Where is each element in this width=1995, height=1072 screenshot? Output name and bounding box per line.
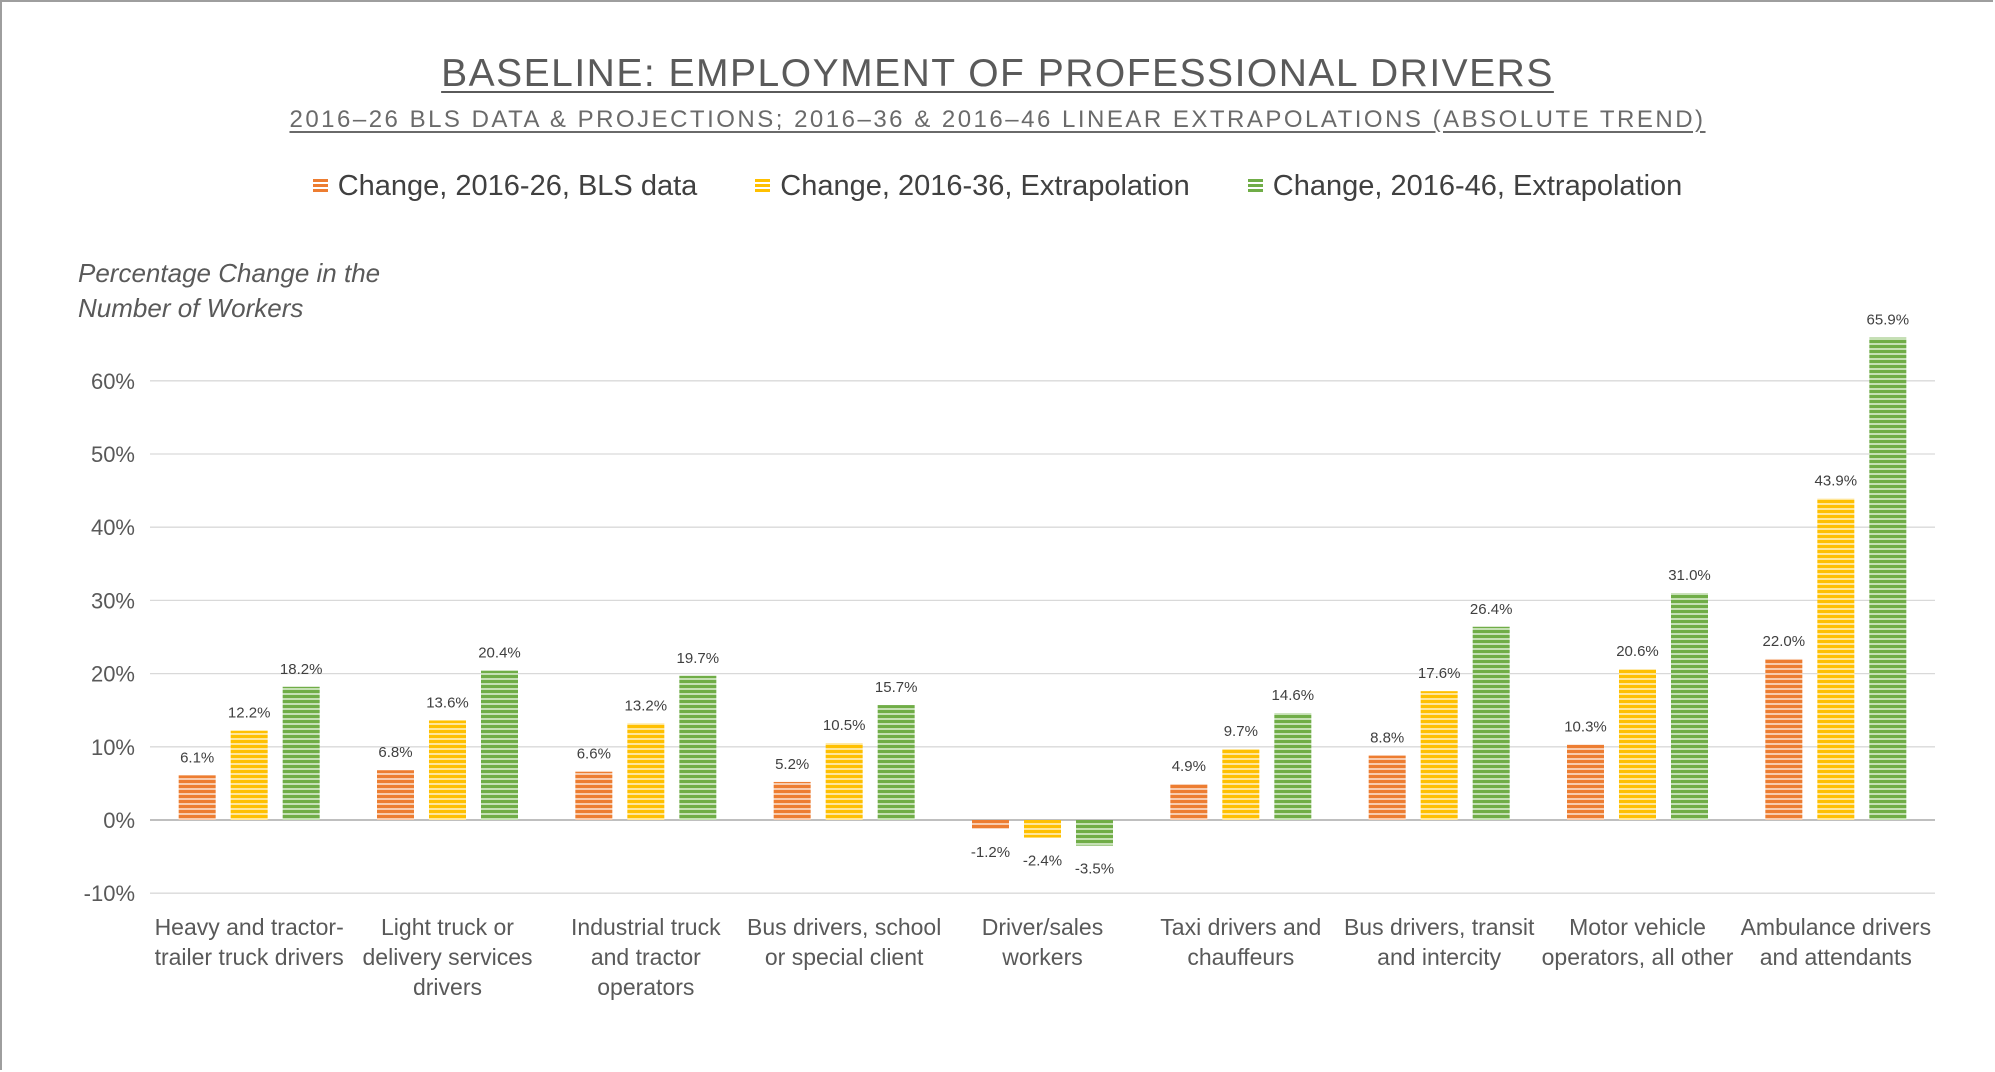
x-category-label: Bus drivers, transit and intercity: [1344, 914, 1535, 970]
y-tick-label: -10%: [84, 881, 135, 906]
bar: [877, 705, 915, 820]
bar: [679, 675, 717, 820]
data-label: 12.2%: [228, 705, 271, 722]
data-label: -1.2%: [971, 844, 1010, 861]
x-category-label: Ambulance drivers and attendants: [1741, 914, 1931, 970]
bar: [429, 720, 466, 820]
data-label: 65.9%: [1867, 312, 1910, 329]
bar: [282, 686, 320, 820]
bar: [627, 723, 665, 820]
y-tick-label: 30%: [91, 588, 135, 613]
legend-swatch-bls: [312, 179, 328, 194]
bar: [1274, 713, 1312, 820]
y-axis-title-line: Percentage Change in the: [78, 258, 381, 288]
y-tick-label: 50%: [91, 442, 135, 467]
bar: [230, 730, 268, 820]
chart-title: BASELINE: EMPLOYMENT OF PROFESSIONAL DRI…: [441, 52, 1554, 95]
legend-label-bls: Change, 2016-26, BLS data: [337, 170, 698, 202]
data-label: 15.7%: [875, 679, 918, 696]
data-label: -3.5%: [1075, 861, 1114, 878]
data-label: 20.6%: [1616, 643, 1659, 660]
y-tick-label: 40%: [91, 515, 135, 540]
legend: Change, 2016-26, BLS data Change, 2016-3…: [0, 170, 1995, 203]
data-label: 31.0%: [1668, 567, 1711, 584]
y-tick-label: 0%: [103, 808, 135, 833]
legend-item-2036[interactable]: Change, 2016-36, Extrapolation: [755, 170, 1190, 203]
legend-item-2046[interactable]: Change, 2016-46, Extrapolation: [1247, 170, 1683, 203]
data-label: 43.9%: [1815, 473, 1858, 490]
bar: [773, 781, 811, 820]
x-category-label: Bus drivers, school or special client: [747, 914, 941, 970]
data-label: 13.2%: [625, 697, 668, 714]
data-label: 8.8%: [1370, 730, 1404, 747]
x-category-label: Driver/sales workers: [982, 914, 1103, 970]
y-axis-title: Percentage Change in the Number of Worke…: [78, 256, 380, 326]
bar: [575, 771, 613, 820]
data-label: 6.1%: [180, 749, 214, 766]
data-label: 6.8%: [378, 744, 412, 761]
legend-label-2046: Change, 2016-46, Extrapolation: [1272, 170, 1683, 202]
data-label: 10.3%: [1564, 719, 1607, 736]
bar: [1671, 593, 1708, 820]
x-category-label: Heavy and tractor-trailer truck drivers: [155, 914, 344, 970]
data-label: 5.2%: [775, 756, 809, 773]
bar: [481, 670, 518, 820]
data-label: -2.4%: [1023, 853, 1062, 870]
data-label: 6.6%: [577, 746, 611, 763]
y-tick-label: 60%: [91, 369, 135, 394]
bar: [972, 820, 1009, 829]
bar: [178, 775, 216, 820]
data-label: 20.4%: [478, 645, 521, 662]
chart-subtitle: 2016–26 BLS DATA & PROJECTIONS; 2016–36 …: [289, 106, 1706, 133]
bar: [1024, 820, 1061, 838]
x-category-label: Motor vehicle operators, all other: [1542, 914, 1734, 970]
x-category-label: Light truck or delivery services drivers: [363, 914, 533, 1000]
data-label: 10.5%: [823, 717, 866, 734]
bar: [1472, 626, 1510, 820]
bar: [1869, 337, 1907, 820]
data-label: 26.4%: [1470, 601, 1513, 618]
data-label: 19.7%: [677, 650, 720, 667]
x-category-label: Industrial truck and tractor operators: [571, 914, 721, 1000]
bar: [1420, 691, 1458, 820]
data-label: 14.6%: [1272, 687, 1315, 704]
y-tick-label: 20%: [91, 662, 135, 687]
data-label: 22.0%: [1763, 633, 1806, 650]
x-category-label: Taxi drivers and chauffeurs: [1160, 914, 1321, 970]
legend-item-bls[interactable]: Change, 2016-26, BLS data: [312, 170, 698, 203]
bar: [1817, 498, 1855, 820]
bar: [1170, 784, 1208, 820]
data-label: 13.6%: [426, 694, 469, 711]
bar: [1222, 748, 1260, 820]
bar: [825, 743, 863, 820]
legend-swatch-2036: [755, 179, 771, 194]
data-label: 4.9%: [1172, 758, 1206, 775]
data-label: 17.6%: [1418, 665, 1461, 682]
legend-swatch-2046: [1247, 179, 1263, 194]
bar: [1076, 820, 1113, 846]
y-tick-label: 10%: [91, 735, 135, 760]
legend-label-2036: Change, 2016-36, Extrapolation: [780, 170, 1190, 202]
data-label: 18.2%: [280, 661, 323, 678]
bar: [1368, 755, 1406, 820]
bar: [1765, 658, 1803, 820]
bar: [377, 770, 414, 820]
y-axis-title-line: Number of Workers: [78, 293, 304, 323]
data-label: 9.7%: [1224, 723, 1258, 740]
bar: [1567, 744, 1604, 820]
bar: [1619, 669, 1656, 820]
